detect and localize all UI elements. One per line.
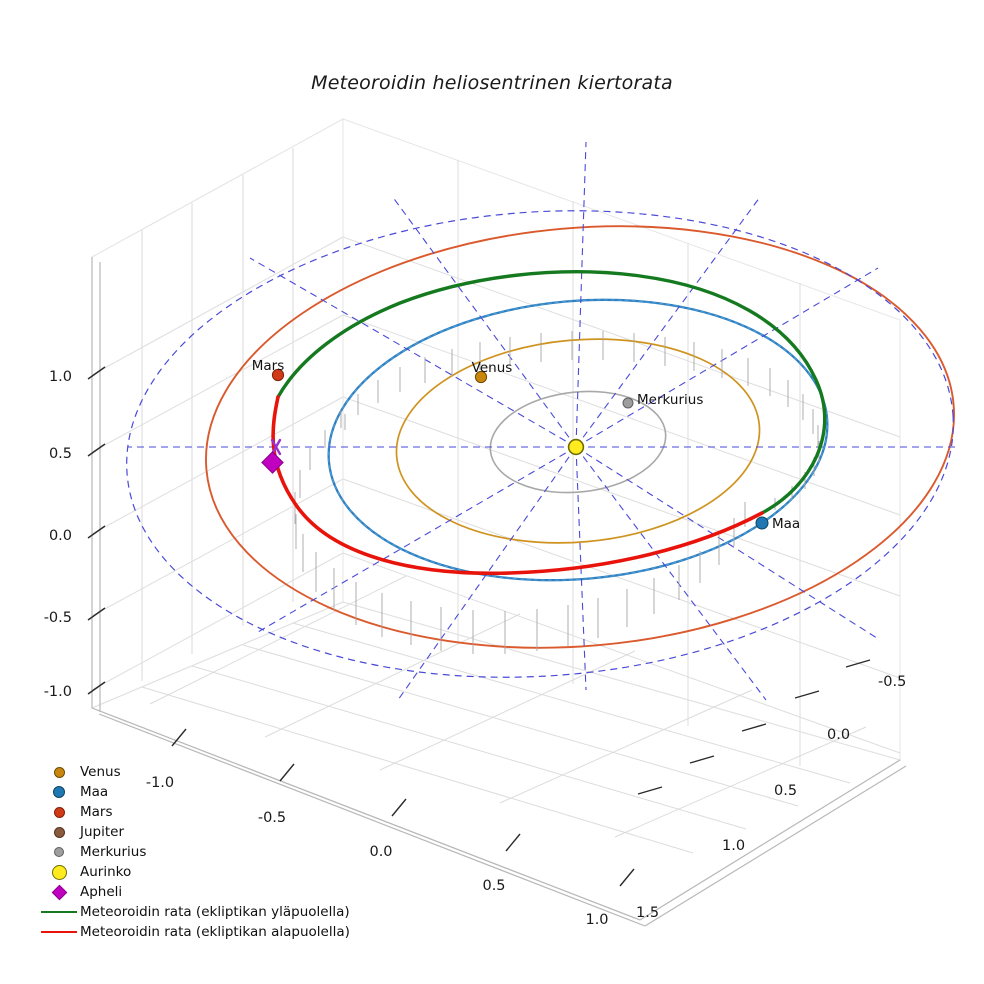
legend-item-jupiter: Jupiter <box>38 822 458 842</box>
axis-spines <box>91 257 907 927</box>
x-tick-0: -1.0 <box>146 775 174 791</box>
orbit-maa <box>327 298 829 582</box>
legend-label: Merkurius <box>80 844 147 860</box>
legend-item-venus: Venus <box>38 762 458 782</box>
circle-marker-icon <box>38 847 80 857</box>
circle-marker-icon <box>38 786 80 798</box>
x-axis-ticks <box>171 728 635 887</box>
circle-marker-icon <box>38 806 80 818</box>
planet-markers <box>271 368 769 530</box>
label-merkurius: Merkurius <box>637 392 703 408</box>
orbit-venus <box>395 338 761 544</box>
orbit-projection-dashed <box>126 210 954 678</box>
legend-item-merkurius: Merkurius <box>38 842 458 862</box>
axis-tick-labels: 1.0 0.5 0.0 -0.5 -1.0 -1.0 -0.5 0.0 0.5 … <box>44 369 907 928</box>
legend-item-apheli: Apheli <box>38 882 458 902</box>
diamond-marker-icon <box>38 884 80 900</box>
legend-label: Mars <box>80 804 113 820</box>
y-tick-2: 0.5 <box>774 783 797 799</box>
y-tick-3: 1.0 <box>722 838 745 854</box>
y-tick-0: -0.5 <box>878 674 906 690</box>
pane-floor <box>90 575 902 921</box>
legend-label: Apheli <box>80 884 123 900</box>
z-tick-0: 1.0 <box>49 369 72 385</box>
orbit-mars <box>205 225 955 649</box>
apheli-cross-icon <box>270 438 282 456</box>
page-title: Meteoroidin heliosentrinen kiertorata <box>311 72 673 94</box>
z-tick-4: -1.0 <box>44 684 72 700</box>
label-venus: Venus <box>472 360 513 376</box>
sun-radial-spokes <box>128 141 960 701</box>
legend-item-maa: Maa <box>38 782 458 802</box>
marker-venus <box>474 370 488 384</box>
meteoroid-orbit-below <box>271 395 764 576</box>
y-tick-1: 0.0 <box>827 727 850 743</box>
y-tick-4: 1.5 <box>636 905 659 921</box>
pane-left-wall <box>91 118 344 709</box>
legend-label: Meteoroidin rata (ekliptikan yläpuolella… <box>80 904 350 920</box>
sun-marker-icon <box>38 864 80 880</box>
orbit-merkurius <box>489 390 667 494</box>
circle-marker-icon <box>38 766 80 778</box>
line-swatch-icon <box>38 931 80 933</box>
x-tick-1: -0.5 <box>258 810 286 826</box>
marker-aurinko <box>567 438 585 456</box>
x-tick-3: 0.5 <box>482 878 505 894</box>
z-tick-2: 0.0 <box>49 528 72 544</box>
legend: Venus Maa Mars Jupiter Merkurius <box>38 762 458 942</box>
legend-label: Aurinko <box>80 864 132 880</box>
line-swatch-icon <box>38 911 80 913</box>
point-labels: Mars Venus Merkurius Maa <box>252 358 800 532</box>
legend-label: Jupiter <box>80 824 125 840</box>
legend-label: Meteoroidin rata (ekliptikan alapuolella… <box>80 924 350 940</box>
z-axis-ticks <box>87 366 106 695</box>
pane-right-wall <box>342 118 901 766</box>
stems-above-ecliptic <box>340 331 820 510</box>
marker-maa <box>755 516 769 530</box>
meteoroid-orbit-above <box>276 270 827 515</box>
x-tick-2: 0.0 <box>369 844 392 860</box>
legend-label: Maa <box>80 784 109 800</box>
label-maa: Maa <box>772 516 800 532</box>
legend-item-meteoroid-below: Meteoroidin rata (ekliptikan alapuolella… <box>38 922 458 942</box>
z-tick-1: 0.5 <box>49 446 72 462</box>
label-mars: Mars <box>252 358 285 374</box>
marker-mars <box>271 368 285 382</box>
y-axis-ticks <box>637 659 871 795</box>
legend-item-mars: Mars <box>38 802 458 822</box>
legend-item-aurinko: Aurinko <box>38 862 458 882</box>
stems-below-ecliptic <box>294 414 746 654</box>
apheli-marker <box>261 438 284 474</box>
legend-item-meteoroid-above: Meteoroidin rata (ekliptikan yläpuolella… <box>38 902 458 922</box>
circle-marker-icon <box>38 826 80 838</box>
legend-label: Venus <box>80 764 121 780</box>
x-tick-4: 1.0 <box>585 912 608 928</box>
marker-merkurius <box>622 397 634 409</box>
z-tick-3: -0.5 <box>44 610 72 626</box>
